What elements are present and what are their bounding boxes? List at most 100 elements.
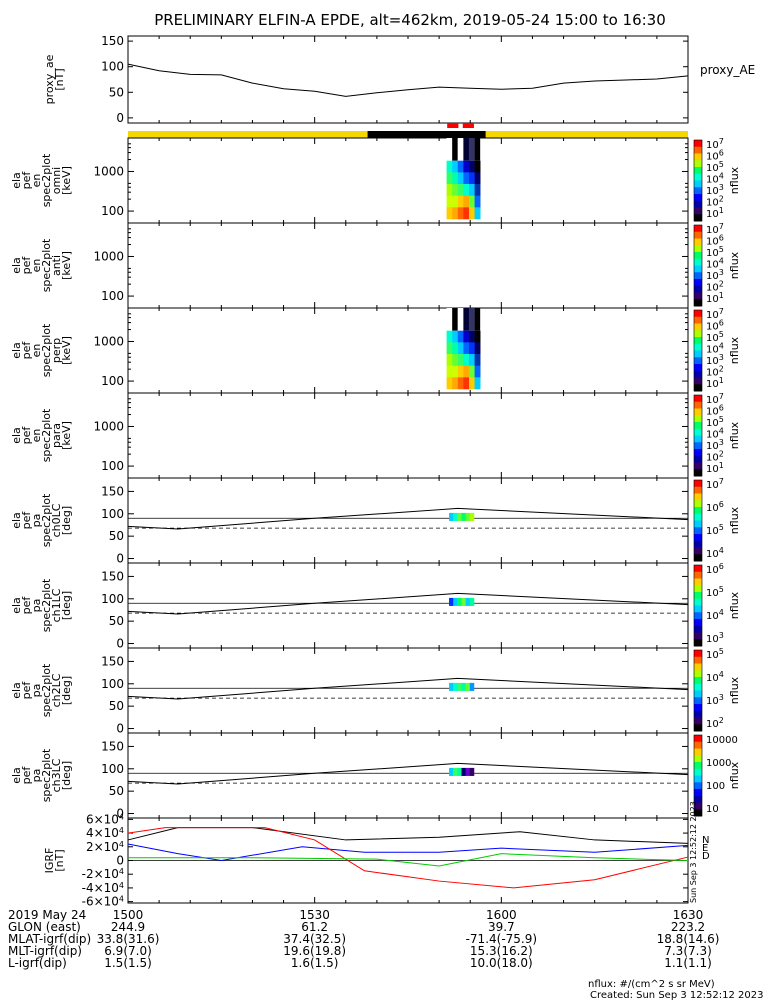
- panel-anti-colorbar-swatch: [694, 252, 702, 260]
- panel-perp-ytick-label: 100: [101, 374, 124, 388]
- panel-ch1LC-frame: [127, 562, 689, 649]
- panel-ch3LC-ylabel-4: ch3LC: [50, 758, 63, 792]
- table-value: 33.8(31.6): [97, 932, 160, 946]
- panel-ch0LC-ylabel-0: ela: [10, 512, 23, 529]
- panel-omni-cell: [446, 138, 453, 161]
- panel-ch0LC-colorbar-tick: 105: [706, 523, 724, 537]
- panel-perp-cell: [446, 354, 453, 366]
- panel-perp-cell: [457, 342, 464, 355]
- panel-ch2LC-colorbar-border: [693, 649, 703, 732]
- panel-ch0LC-ylabel-2: pa: [30, 514, 43, 528]
- panel-perp-colorbar-swatch: [694, 310, 702, 318]
- panel-ch2LC-ytick-label: 100: [101, 677, 124, 691]
- panel-perp-ylabel-2: en: [30, 344, 43, 358]
- panel-anti-colorbar-tick: 106: [706, 234, 724, 248]
- panel-omni-colorbar-tick: 102: [706, 195, 724, 209]
- panel-perp-cell: [452, 342, 459, 355]
- panel-ch2LC-colorbar-tick: 104: [706, 670, 724, 684]
- panel-ch3LC-ylabel-2: pa: [30, 769, 43, 783]
- panel-perp-colorbar-tick: 105: [706, 330, 724, 344]
- panels: proxy_ae[nT]050100150proxy_AEelapefenspe…: [10, 34, 755, 909]
- panel-para-ytick-label: 100: [101, 459, 124, 473]
- panel-omni-cell: [468, 207, 475, 220]
- panel-perp-colorbar-swatch: [694, 357, 702, 365]
- panel-omni-cell: [463, 160, 470, 173]
- panel-ch2LC-cell: [465, 682, 471, 691]
- panel-omni-cell: [452, 184, 459, 196]
- panel-omni-colorbar-swatch: [694, 180, 702, 188]
- panel-ch0LC-colorbar-swatch: [694, 547, 702, 555]
- panel-ch2LC-frame: [127, 647, 689, 734]
- panel-ch0LC-cell: [457, 512, 462, 521]
- panel-anti-colorbar-swatch: [694, 272, 702, 280]
- panel-perp-colorbar-tick: 106: [706, 319, 724, 333]
- panel-anti-colorbar-swatch: [694, 231, 702, 239]
- panel-perp-colorbar-label: nflux: [728, 336, 741, 364]
- panel-perp-colorbar-tick: 104: [706, 342, 724, 356]
- panel-ch3LC-colorbar-swatch: [694, 748, 702, 756]
- panel-ch0LC-cell: [449, 512, 454, 521]
- panel-anti-colorbar-label: nflux: [728, 251, 741, 279]
- panel-omni-cell: [452, 138, 458, 161]
- status-marker: [447, 123, 459, 128]
- panel-perp-frame: [127, 307, 689, 394]
- panel-omni-cell: [457, 172, 464, 185]
- table-value: 223.2: [671, 920, 705, 934]
- panel-anti-colorbar-swatch: [694, 279, 702, 287]
- panel-ch3LC-ytick-label: 150: [101, 739, 124, 753]
- panel-perp-cell: [452, 365, 459, 378]
- panel-ch1LC-ylabel-5: [deg]: [60, 591, 73, 620]
- panel-ch3LC-colorbar-swatch: [694, 741, 702, 749]
- panel-perp-cell: [463, 354, 470, 366]
- panel-ch0LC-cell: [465, 512, 471, 521]
- panel-anti-ytick-label: 1000: [93, 249, 124, 263]
- panel-ch0LC-curve: [127, 507, 689, 530]
- panel-ch1LC-colorbar-border: [693, 564, 703, 647]
- panel-ch3LC-frame: [127, 732, 689, 819]
- panel-omni-cell: [457, 207, 464, 220]
- panel-omni-cell: [463, 138, 469, 161]
- panel-perp-colorbar-swatch: [694, 343, 702, 351]
- table-value: 10.0(18.0): [470, 956, 533, 970]
- panel-perp-cell: [474, 377, 481, 390]
- panel-omni-cell: [452, 172, 459, 185]
- table-value: 18.8(14.6): [657, 932, 720, 946]
- panel-omni-cell: [446, 195, 453, 208]
- panel-ch1LC-colorbar-swatch: [694, 625, 702, 633]
- panel-anti-ylabel-3: spec2plot: [40, 238, 53, 292]
- table-row-label: L-igrf(dip): [8, 956, 67, 970]
- panel-proxy_ae-ytick-label: 50: [109, 85, 124, 99]
- panel-omni-ylabel-4: omni: [50, 167, 63, 194]
- panel-ch3LC-ytick-label: 100: [101, 762, 124, 776]
- panel-anti-colorbar-tick: 104: [706, 257, 724, 271]
- units-note: nflux: #/(cm^2 s sr MeV): [588, 979, 715, 990]
- panel-ch0LC-ylabel-3: spec2plot: [40, 493, 53, 547]
- panel-ch0LC-ytick-label: 50: [109, 529, 124, 543]
- panel-igrf-ytick-label: 0: [116, 854, 124, 868]
- panel-ch0LC-colorbar-swatch: [694, 493, 702, 501]
- panel-perp-cell: [452, 377, 459, 390]
- panel-perp-cell: [446, 308, 453, 331]
- panel-igrf-ytick-label: 6×104: [86, 812, 124, 826]
- panel-ch2LC-ytick-label: 50: [109, 699, 124, 713]
- panel-ch1LC-colorbar-swatch: [694, 639, 702, 647]
- panel-anti-ylabel-5: [keV]: [60, 251, 73, 280]
- panel-para-colorbar-swatch: [694, 469, 702, 477]
- panel-perp-colorbar-swatch: [694, 316, 702, 324]
- panel-omni-cell: [474, 138, 481, 161]
- panel-perp-cell: [468, 354, 475, 366]
- panel-anti-colorbar-swatch: [694, 265, 702, 273]
- panel-ch2LC-colorbar-tick: 102: [706, 716, 724, 730]
- panel-perp-cell: [446, 365, 453, 378]
- panel-para-colorbar-tick: 107: [706, 392, 724, 406]
- table-row-label: MLAT-igrf(dip): [8, 932, 91, 946]
- panel-ch2LC-colorbar-swatch: [694, 710, 702, 718]
- panel-ch0LC-ylabel-4: ch0LC: [50, 503, 63, 537]
- panel-ch1LC-colorbar-swatch: [694, 592, 702, 600]
- panel-anti-ylabel-0: ela: [10, 257, 23, 274]
- panel-omni-colorbar-swatch: [694, 200, 702, 208]
- panel-ch1LC-cell: [449, 597, 454, 606]
- panel-omni-colorbar-swatch: [694, 194, 702, 202]
